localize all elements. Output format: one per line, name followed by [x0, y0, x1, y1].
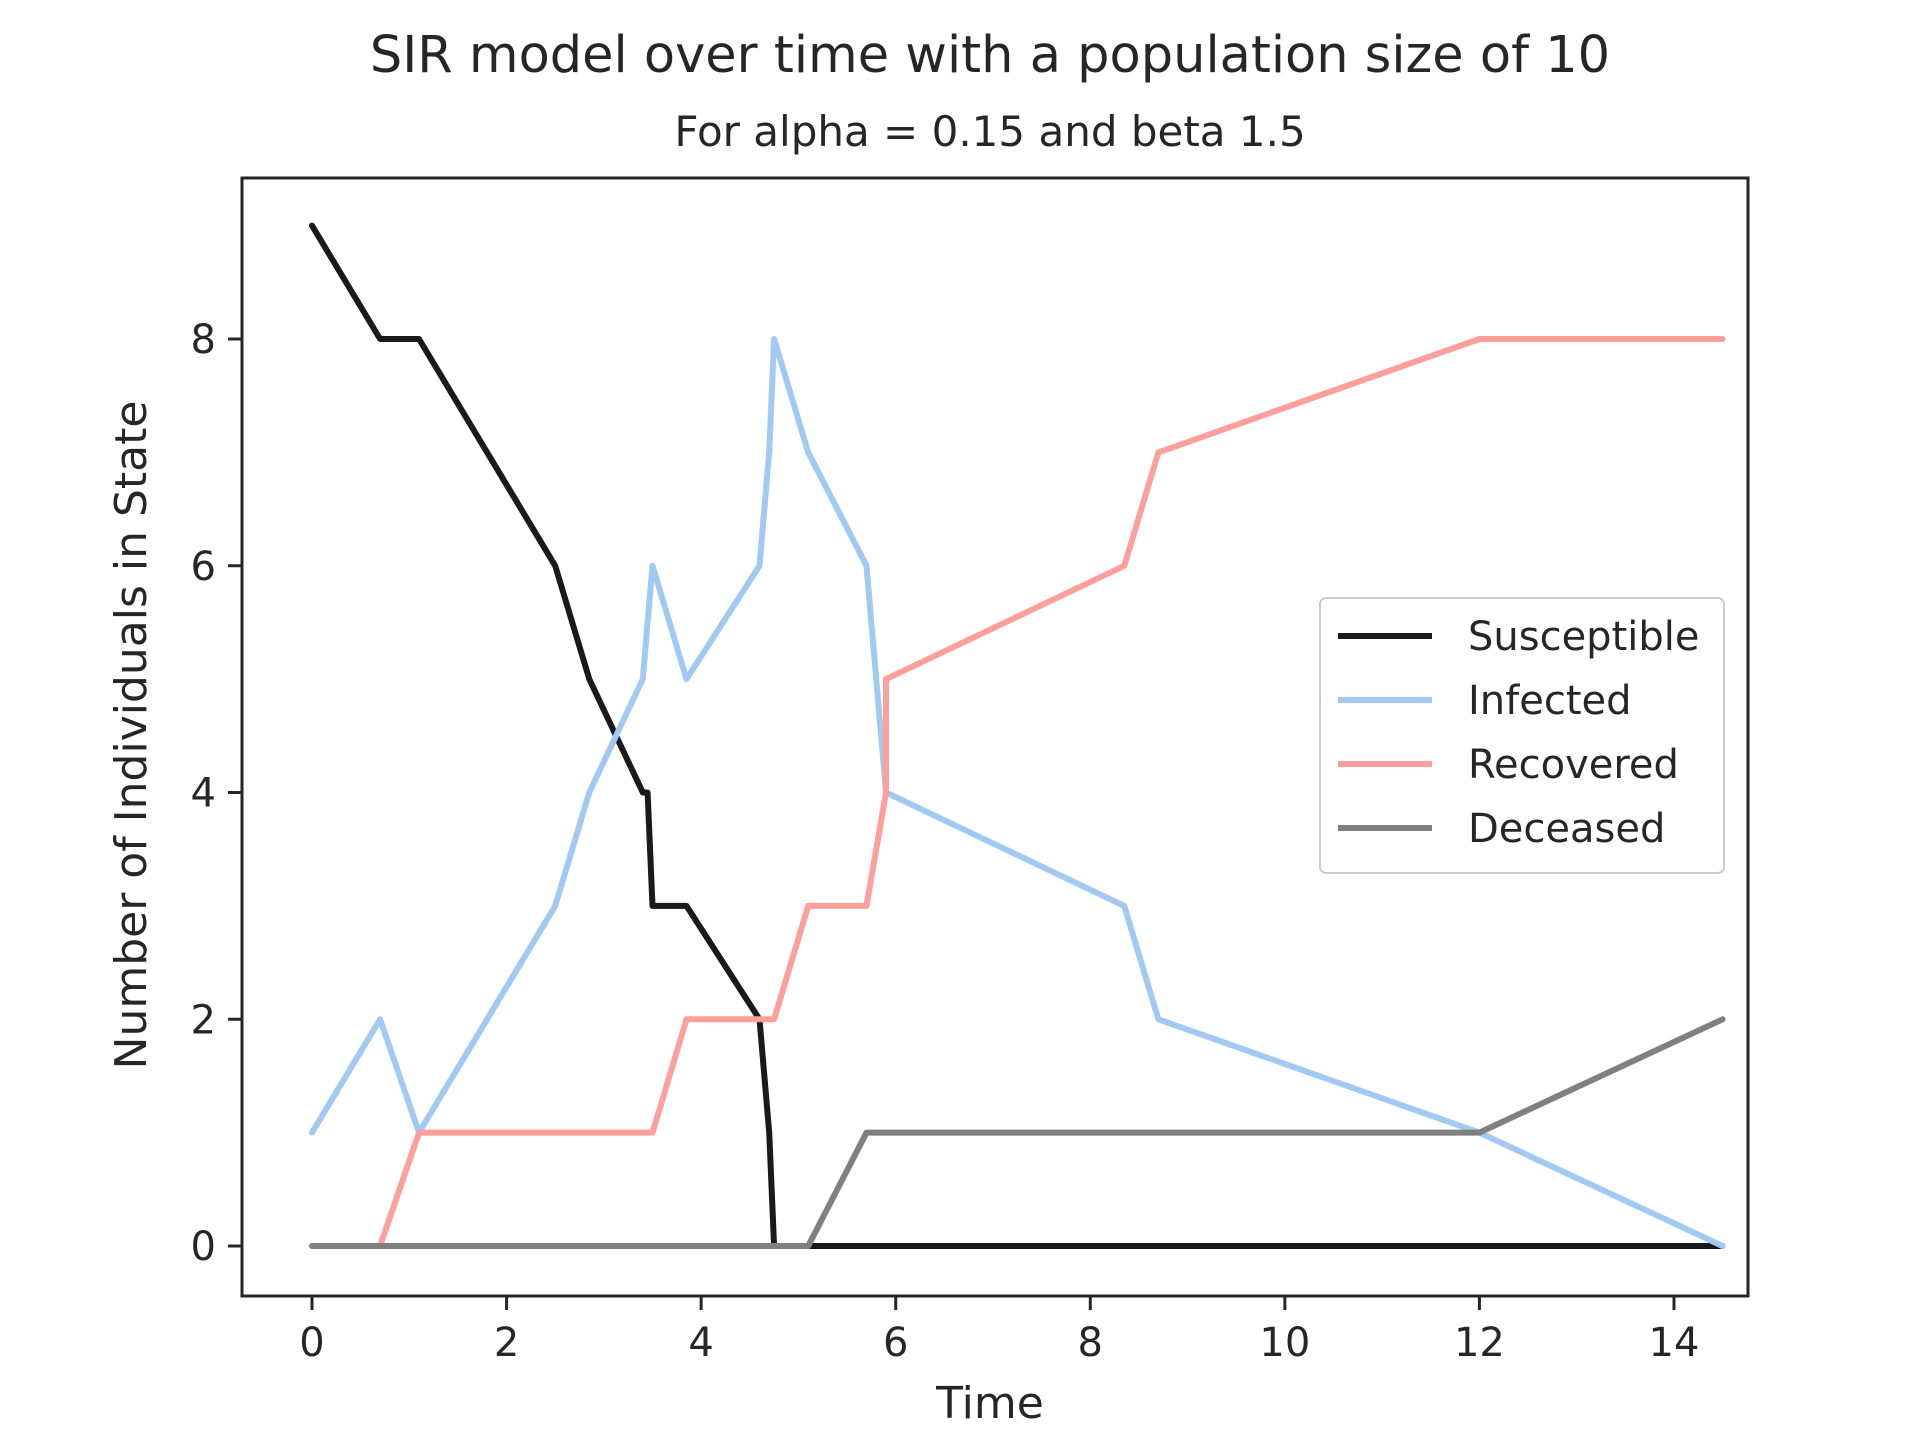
- legend-label-susceptible: Susceptible: [1468, 614, 1699, 660]
- y-tick-label: 2: [191, 997, 216, 1043]
- legend-label-deceased: Deceased: [1468, 806, 1665, 852]
- x-tick-label: 10: [1259, 1320, 1310, 1366]
- legend-box: [1319, 597, 1725, 874]
- x-tick-label: 0: [299, 1320, 324, 1366]
- plot-frame: [240, 176, 1750, 1298]
- x-tick-label: 2: [494, 1320, 519, 1366]
- x-tick-label: 14: [1649, 1320, 1700, 1366]
- chart-subtitle: For alpha = 0.15 and beta 1.5: [674, 107, 1305, 156]
- ticks-layer: 0 2 4 6 8 10 12 14 0 2 4 6 8: [191, 317, 1700, 1366]
- y-axis-label: Number of Individuals in State: [106, 401, 157, 1070]
- y-tick-label: 4: [191, 771, 216, 817]
- x-tick-label: 12: [1454, 1320, 1505, 1366]
- chart-title: SIR model over time with a population si…: [370, 26, 1610, 85]
- y-tick-label: 8: [191, 317, 216, 363]
- y-tick-label: 0: [191, 1224, 216, 1270]
- series-line-infected: [309, 336, 1726, 1249]
- series-line-recovered: [309, 336, 1726, 1249]
- y-tick-label: 6: [191, 544, 216, 590]
- x-axis-label: Time: [935, 1378, 1044, 1429]
- legend: Susceptible Infected Recovered Deceased: [1319, 597, 1725, 874]
- legend-label-infected: Infected: [1468, 678, 1632, 724]
- x-tick-label: 8: [1078, 1320, 1103, 1366]
- series-layer: [309, 222, 1726, 1249]
- series-line-deceased: [309, 1016, 1726, 1249]
- x-tick-label: 4: [688, 1320, 713, 1366]
- series-line-susceptible: [309, 222, 1726, 1249]
- x-tick-label: 6: [883, 1320, 908, 1366]
- legend-label-recovered: Recovered: [1468, 742, 1679, 788]
